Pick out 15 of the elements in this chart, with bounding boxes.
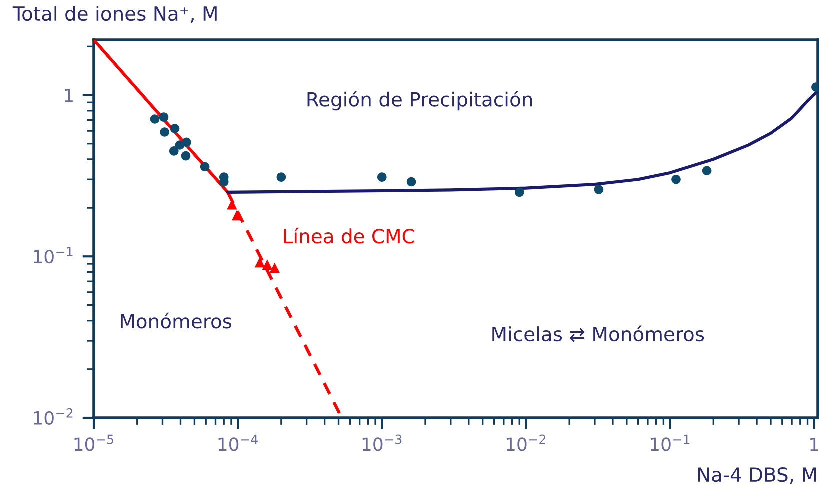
x-tick-label: 10$^{−1}$ xyxy=(651,434,690,452)
y-tick-label: 10$^{−2}$ xyxy=(34,408,73,425)
annotation: Monómeros xyxy=(121,312,232,329)
x-axis-title: Na-4 DBS, M xyxy=(698,467,816,484)
annotation: Línea de CMC xyxy=(284,228,414,244)
y-axis-title: Total de iones Na⁺, M xyxy=(12,6,217,24)
x-tick-label: 10$^{−2}$ xyxy=(506,434,546,452)
x-tick-label: 10$^{−4}$ xyxy=(218,434,258,452)
y-tick-label: 1 xyxy=(65,88,73,102)
x-tick-label: 10$^{−3}$ xyxy=(362,434,402,452)
x-tick-label: 1 xyxy=(810,438,818,452)
y-tick-label: 10$^{−1}$ xyxy=(34,247,73,264)
annotation: Micelas ⇄ Monómeros xyxy=(492,326,704,342)
x-tick-label: 10$^{−5}$ xyxy=(74,434,114,452)
annotation: Región de Precipitación xyxy=(308,91,532,111)
